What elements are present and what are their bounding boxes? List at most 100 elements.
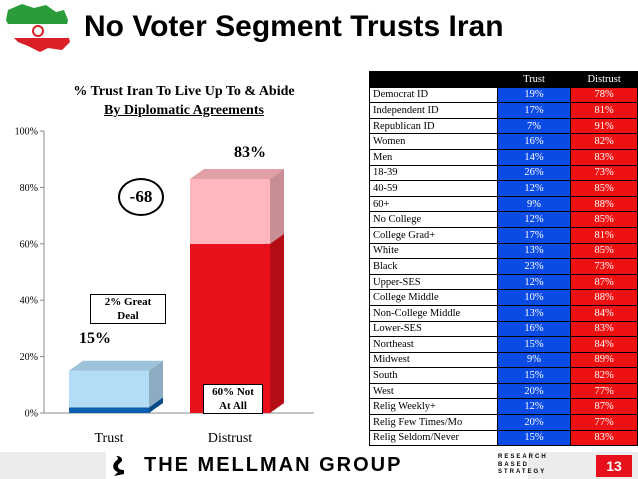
trust-cell: 12% — [496, 211, 572, 228]
segment-cell: Relig Seldom/Never — [369, 429, 498, 447]
distrust-cell: 84% — [570, 304, 638, 322]
table-row: College Middle 10% 88% — [369, 289, 638, 306]
trust-cell: 15% — [496, 367, 572, 384]
segment-cell: Northeast — [369, 336, 498, 353]
segment-cell: Non-College Middle — [369, 304, 498, 322]
table-row: Lower-SES 16% 83% — [369, 320, 638, 338]
total-label-trust: 15% — [79, 330, 111, 347]
table-header-row: Trust Distrust — [369, 71, 638, 88]
trust-cell: 12% — [496, 398, 572, 416]
segment-cell: Independent ID — [369, 102, 498, 119]
bar-side-trust-1 — [149, 360, 163, 408]
chart-title-line2: By Diplomatic Agreements — [104, 103, 264, 118]
bar-side-distrust-1 — [270, 168, 284, 244]
segment-cell: Upper-SES — [369, 273, 498, 291]
distrust-cell: 91% — [570, 117, 638, 135]
distrust-cell: 87% — [570, 398, 638, 416]
distrust-cell: 73% — [570, 258, 638, 275]
bar-side-distrust-0 — [270, 233, 284, 413]
trust-cell: 7% — [496, 117, 572, 135]
x-category-distrust: Distrust — [208, 431, 252, 446]
table-header-distrust: Distrust — [570, 71, 638, 88]
segment-cell: White — [369, 242, 498, 260]
segment-cell: 60+ — [369, 195, 498, 213]
trust-cell: 14% — [496, 148, 572, 166]
distrust-cell: 88% — [570, 195, 638, 213]
difference-oval: -68 — [118, 178, 164, 216]
segment-cell: Relig Weekly+ — [369, 398, 498, 416]
distrust-cell: 77% — [570, 414, 638, 431]
iran-flag-map-icon — [6, 4, 70, 52]
tagline-line1: RESEARCH — [498, 454, 548, 460]
distrust-cell: 81% — [570, 102, 638, 119]
bar-top-trust — [69, 360, 163, 371]
segment-cell: 40-59 — [369, 180, 498, 197]
segment-table: Trust Distrust Democrat ID 19% 78% Independ… — [369, 71, 638, 447]
bar-distrust-1 — [190, 178, 270, 244]
distrust-cell: 89% — [570, 351, 638, 369]
trust-cell: 13% — [496, 242, 572, 260]
tagline-line2: BASED — [498, 461, 530, 468]
trust-cell: 20% — [496, 414, 572, 431]
table-row: Non-College Middle 13% 84% — [369, 304, 638, 322]
segment-cell: South — [369, 367, 498, 384]
trust-cell: 17% — [496, 226, 572, 244]
segment-cell: 18-39 — [369, 164, 498, 182]
great-deal-label-line1: 2% Great — [104, 296, 152, 308]
x-category-trust: Trust — [94, 431, 123, 446]
distrust-cell: 88% — [570, 289, 638, 306]
segment-cell: West — [369, 382, 498, 400]
distrust-cell: 78% — [570, 86, 638, 104]
bar-top-distrust — [190, 168, 284, 179]
distrust-cell: 83% — [570, 148, 638, 166]
y-tick-label: 100% — [15, 127, 38, 138]
segment-cell: Midwest — [369, 351, 498, 369]
distrust-cell: 82% — [570, 133, 638, 150]
trust-cell: 19% — [496, 86, 572, 104]
table-header-trust: Trust — [496, 71, 572, 88]
trust-cell: 12% — [496, 273, 572, 291]
trust-cell: 15% — [496, 429, 572, 447]
trust-cell: 13% — [496, 304, 572, 322]
table-row: 60+ 9% 88% — [369, 195, 638, 213]
footer-bar-left — [0, 452, 106, 479]
trust-cell: 16% — [496, 320, 572, 338]
bar-chart: 0% 20% 40% 60% 80% 100% 15% Trust 83% Distrust — [15, 127, 314, 446]
distrust-cell: 85% — [570, 180, 638, 197]
not-at-all-label-line2: At All — [219, 400, 247, 412]
great-deal-label-line2: Deal — [117, 310, 139, 322]
mellman-logo-icon — [113, 456, 124, 476]
y-tick-label: 0% — [25, 409, 38, 420]
distrust-cell: 77% — [570, 382, 638, 400]
distrust-cell: 81% — [570, 226, 638, 244]
segment-cell: Women — [369, 133, 498, 150]
table-row: Men 14% 83% — [369, 148, 638, 166]
y-tick-label: 80% — [20, 183, 38, 194]
trust-cell: 26% — [496, 164, 572, 182]
chart-title-line1: % Trust Iran To Live Up To & Abide — [73, 84, 295, 99]
trust-cell: 10% — [496, 289, 572, 306]
table-row: No College 12% 85% — [369, 211, 638, 228]
table-row: Black 23% 73% — [369, 258, 638, 275]
segment-cell: Relig Few Times/Mo — [369, 414, 498, 431]
table-row: Women 16% 82% — [369, 133, 638, 150]
bar-trust-0 — [69, 407, 149, 413]
bar-trust-1 — [69, 370, 149, 408]
footer-logo-text: THE MELLMAN GROUP — [144, 454, 403, 476]
trust-cell: 12% — [496, 180, 572, 197]
trust-cell: 23% — [496, 258, 572, 275]
table-row: Relig Weekly+ 12% 87% — [369, 398, 638, 416]
bar-side-trust-0 — [149, 397, 163, 413]
table-row: West 20% 77% — [369, 382, 638, 400]
trust-cell: 17% — [496, 102, 572, 119]
table-row: South 15% 82% — [369, 367, 638, 384]
distrust-cell: 85% — [570, 242, 638, 260]
segment-cell: Republican ID — [369, 117, 498, 135]
page-number: 13 — [596, 455, 632, 477]
trust-cell: 9% — [496, 195, 572, 213]
trust-cell: 9% — [496, 351, 572, 369]
table-row: Republican ID 7% 91% — [369, 117, 638, 135]
table-row: Relig Few Times/Mo 20% 77% — [369, 414, 638, 431]
segment-cell: Black — [369, 258, 498, 275]
